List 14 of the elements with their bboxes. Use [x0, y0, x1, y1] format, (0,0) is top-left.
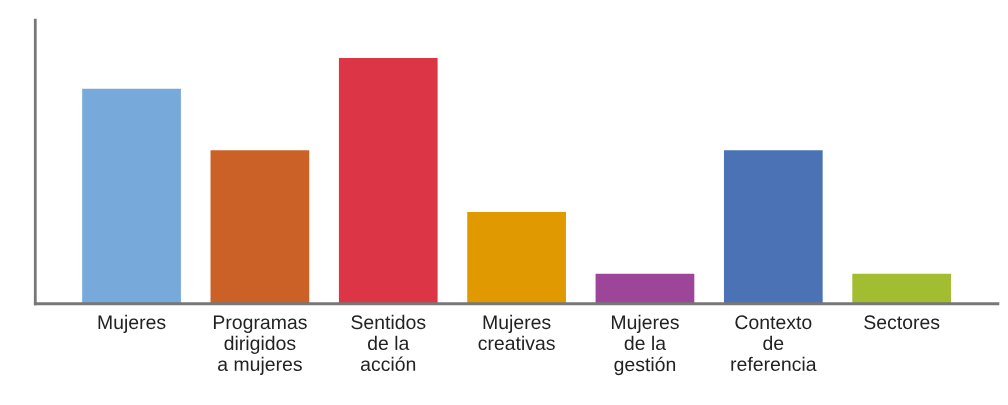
bar — [850, 272, 953, 304]
x-tick-label: Programas dirigidos a mujeres — [213, 315, 307, 375]
bar — [722, 148, 825, 304]
bar — [594, 272, 696, 304]
x-tick-label: Sentidos de la acción — [351, 314, 426, 372]
bar — [80, 87, 183, 304]
bar — [209, 148, 311, 304]
x-tick-label: Mujeres creativas — [478, 314, 555, 351]
x-tick-label: Contexto de referencia — [731, 315, 817, 372]
bar — [465, 210, 568, 304]
x-tick-label: Mujeres — [98, 314, 166, 333]
x-tick-label: Sectores — [864, 315, 940, 330]
bar — [337, 56, 440, 304]
x-tick-label: Mujeres de la gestión — [611, 314, 679, 376]
